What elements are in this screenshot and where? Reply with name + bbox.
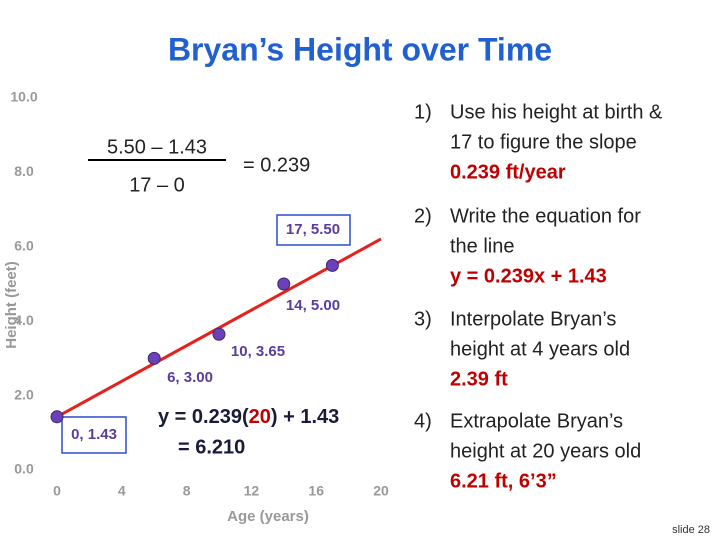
step-answer: 6.21 ft, 6’3” [450,470,557,492]
slope-denominator: 17 – 0 [129,174,185,196]
equation-result: = 6.210 [178,436,245,458]
label-box [276,214,351,246]
step-text: Write the equation for [450,205,641,227]
y-axis-label: Height (feet) [3,261,20,349]
data-point [147,351,161,365]
step-number: 3) [414,308,432,330]
x-axis-label: Age (years) [227,508,309,525]
chart-title: Bryan’s Height over Time [168,31,552,67]
x-tick-label: 16 [308,483,324,499]
step-answer: y = 0.239x + 1.43 [450,265,607,287]
x-tick-label: 20 [373,483,389,499]
equation-part: ) + 1.43 [271,406,339,428]
data-point [50,410,64,424]
step-text: height at 4 years old [450,338,630,360]
point-label: 6, 3.00 [167,369,213,386]
data-point [325,258,339,272]
step-text: height at 20 years old [450,440,641,462]
y-tick-label: 2.0 [14,386,34,402]
label-box [61,416,127,454]
point-label: 17, 5.50 [286,221,340,238]
x-tick-label: 4 [118,483,126,499]
equation: y = 0.239(20) + 1.43 [158,406,339,428]
slope-numerator: 5.50 – 1.43 [107,136,207,158]
x-tick-label: 12 [244,483,260,499]
step-text: Extrapolate Bryan’s [450,410,623,432]
data-point [212,327,226,341]
step-text: 17 to figure the slope [450,131,637,153]
step-answer: 2.39 ft [450,368,508,390]
y-tick-label: 8.0 [14,163,34,179]
step-text: the line [450,235,515,257]
step-answer: 0.239 ft/year [450,161,566,183]
slope-result: = 0.239 [243,154,310,176]
step-number: 4) [414,410,432,432]
y-tick-label: 10.0 [10,89,37,105]
step-text: Use his height at birth & [450,101,663,123]
x-tick-label: 0 [53,483,61,499]
step-number: 2) [414,205,432,227]
point-label: 14, 5.00 [286,297,340,314]
x-tick-label: 8 [183,483,191,499]
slide-number: slide 28 [672,524,710,536]
point-label: 0, 1.43 [71,426,117,443]
y-tick-label: 4.0 [14,312,34,328]
data-point [277,277,291,291]
equation-part: 20 [249,406,271,428]
point-label: 10, 3.65 [231,343,285,360]
equation-part: y = 0.239( [158,406,249,428]
step-number: 1) [414,101,432,123]
step-text: Interpolate Bryan’s [450,308,616,330]
y-tick-label: 0.0 [14,461,34,477]
y-tick-label: 6.0 [14,238,34,254]
